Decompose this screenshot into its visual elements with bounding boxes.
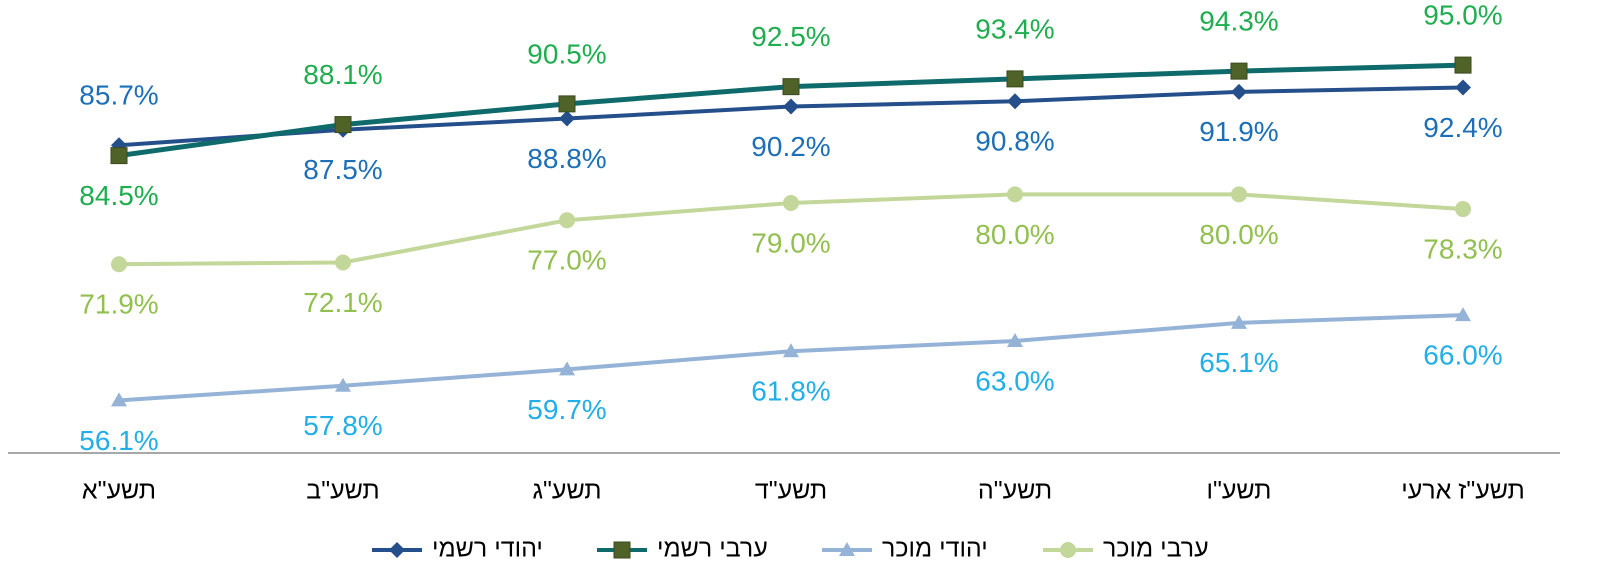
point [783, 195, 799, 212]
point [334, 116, 352, 134]
point [783, 98, 799, 115]
point [558, 95, 576, 113]
point [110, 147, 128, 165]
data-label: 95.0% [1423, 0, 1502, 30]
x-tick-label: תשע"ב [306, 477, 379, 505]
point [335, 254, 351, 271]
point [111, 392, 127, 407]
data-label: 80.0% [1199, 219, 1278, 250]
legend-marker [1060, 542, 1076, 558]
point [1007, 186, 1023, 203]
data-label: 87.5% [303, 154, 382, 185]
legend-marker [613, 541, 631, 559]
legend-label: יהודי רשמי [432, 535, 543, 563]
point [559, 110, 575, 127]
data-label: 79.0% [751, 227, 830, 258]
point [1230, 62, 1248, 80]
point [111, 256, 127, 273]
point [335, 377, 351, 392]
point [1455, 79, 1471, 96]
data-label: 78.3% [1423, 233, 1502, 264]
data-label: 92.4% [1423, 112, 1502, 143]
point [1231, 186, 1247, 203]
data-label: 59.7% [527, 394, 606, 425]
data-label: 88.1% [303, 59, 382, 90]
point [1007, 332, 1023, 347]
data-label: 61.8% [751, 376, 830, 407]
data-label: 90.2% [751, 131, 830, 162]
point [783, 343, 799, 358]
legend-label: יהודי מוכר [882, 535, 988, 563]
point [1455, 201, 1471, 218]
legend-label: ערבי רשמי [657, 535, 768, 563]
point [1454, 56, 1472, 74]
data-label: 56.1% [79, 425, 158, 456]
data-label: 77.0% [527, 245, 606, 276]
data-label: 65.1% [1199, 347, 1278, 378]
point [1231, 314, 1247, 329]
x-tick-label: תשע"ו [1207, 477, 1272, 505]
x-tick-label: תשע"ה [978, 477, 1052, 505]
point [1006, 70, 1024, 88]
data-label: 80.0% [975, 219, 1054, 250]
data-label: 88.8% [527, 143, 606, 174]
point [1007, 93, 1023, 110]
legend-label: ערבי מוכר [1103, 535, 1209, 563]
legend-marker [839, 542, 855, 556]
point [1231, 83, 1247, 100]
data-label: 94.3% [1199, 6, 1278, 37]
data-label: 90.5% [527, 38, 606, 69]
data-label: 66.0% [1423, 339, 1502, 370]
data-label: 57.8% [303, 410, 382, 441]
data-label: 85.7% [79, 80, 158, 111]
data-label: 72.1% [303, 287, 382, 318]
point [1455, 307, 1471, 322]
data-label: 71.9% [79, 289, 158, 320]
x-tick-label: תשע"ז ארעי [1401, 477, 1525, 505]
legend-marker [389, 542, 405, 558]
data-label: 91.9% [1199, 116, 1278, 147]
x-tick-label: תשע"ג [532, 477, 601, 505]
point [559, 361, 575, 376]
data-label: 92.5% [751, 21, 830, 52]
point [559, 212, 575, 229]
data-label: 84.5% [79, 180, 158, 211]
data-label: 90.8% [975, 126, 1054, 157]
point [782, 78, 800, 96]
x-tick-label: תשע"א [82, 477, 156, 505]
data-label: 63.0% [975, 365, 1054, 396]
data-label: 93.4% [975, 13, 1054, 44]
x-tick-label: תשע"ד [755, 477, 827, 505]
